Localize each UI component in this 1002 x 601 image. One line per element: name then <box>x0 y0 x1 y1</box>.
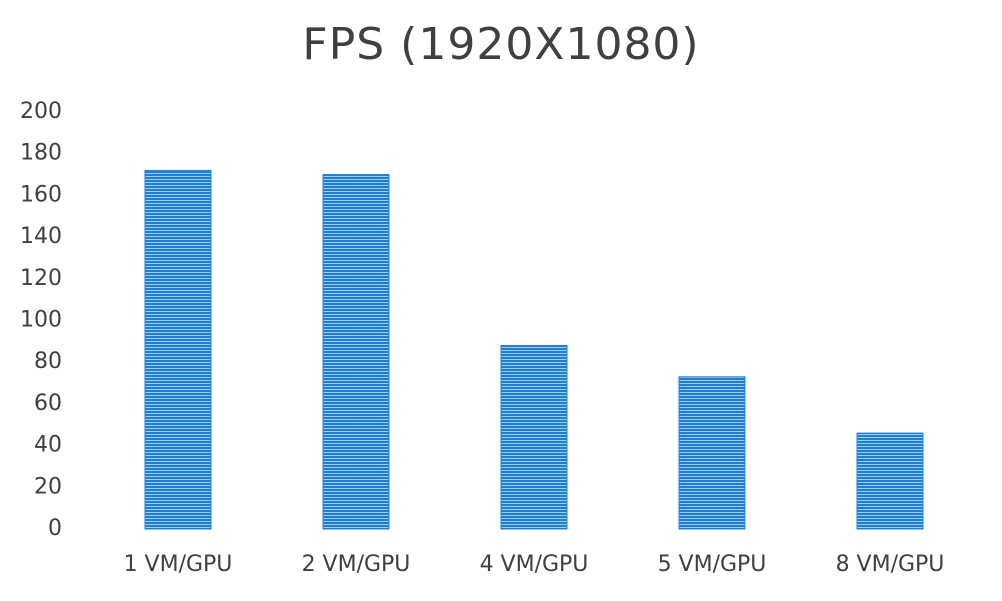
y-tick-label: 100 <box>20 308 62 333</box>
bar <box>856 432 924 530</box>
y-tick-label: 40 <box>34 433 62 458</box>
y-tick-label: 120 <box>20 266 62 291</box>
y-tick-label: 20 <box>34 474 62 499</box>
x-tick-label: 4 VM/GPU <box>480 552 589 577</box>
bar <box>678 376 746 530</box>
bar <box>322 174 390 530</box>
x-tick-label: 5 VM/GPU <box>658 552 767 577</box>
y-tick-label: 180 <box>20 141 62 166</box>
bar <box>500 345 568 530</box>
x-tick-label: 8 VM/GPU <box>836 552 945 577</box>
y-tick-label: 160 <box>20 182 62 207</box>
x-tick-label: 1 VM/GPU <box>124 552 233 577</box>
chart-title: FPS (1920X1080) <box>302 19 699 70</box>
y-tick-label: 0 <box>48 516 62 541</box>
y-tick-label: 60 <box>34 391 62 416</box>
y-tick-label: 80 <box>34 349 62 374</box>
bar <box>144 169 212 530</box>
x-tick-label: 2 VM/GPU <box>302 552 411 577</box>
y-tick-label: 200 <box>20 99 62 124</box>
y-tick-label: 140 <box>20 224 62 249</box>
